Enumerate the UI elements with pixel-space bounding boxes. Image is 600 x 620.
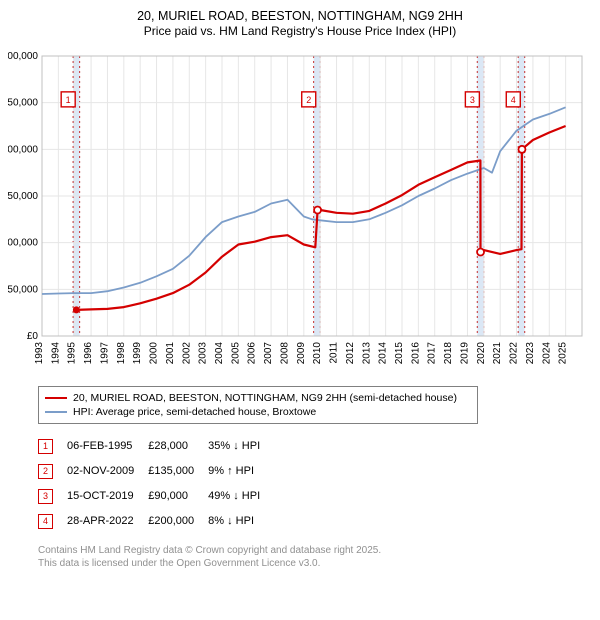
- svg-text:2013: 2013: [361, 341, 372, 364]
- svg-text:2021: 2021: [492, 341, 503, 364]
- sale-price: £90,000: [148, 484, 208, 509]
- svg-text:2017: 2017: [427, 341, 438, 364]
- svg-text:2003: 2003: [198, 341, 209, 364]
- svg-text:1996: 1996: [83, 341, 94, 364]
- credits-line1: Contains HM Land Registry data © Crown c…: [38, 544, 592, 558]
- svg-text:2008: 2008: [279, 341, 290, 364]
- svg-text:2025: 2025: [558, 341, 569, 364]
- svg-text:£100,000: £100,000: [8, 238, 38, 249]
- svg-text:2007: 2007: [263, 341, 274, 364]
- svg-text:2012: 2012: [345, 341, 356, 364]
- svg-text:1999: 1999: [132, 341, 143, 364]
- svg-text:1993: 1993: [34, 341, 45, 364]
- svg-text:2: 2: [306, 95, 311, 105]
- sale-row: 4 28-APR-2022£200,0008% ↓ HPI: [38, 509, 274, 534]
- svg-text:2014: 2014: [378, 341, 389, 364]
- sale-marker: 3: [38, 489, 53, 504]
- svg-text:£50,000: £50,000: [8, 284, 38, 295]
- svg-text:£300,000: £300,000: [8, 51, 38, 62]
- svg-text:2020: 2020: [476, 341, 487, 364]
- svg-text:4: 4: [511, 95, 516, 105]
- svg-text:2011: 2011: [329, 341, 340, 363]
- sale-marker: 1: [38, 439, 53, 454]
- svg-text:2018: 2018: [443, 341, 454, 364]
- svg-text:3: 3: [470, 95, 475, 105]
- legend: 20, MURIEL ROAD, BEESTON, NOTTINGHAM, NG…: [38, 386, 478, 424]
- sale-date: 15-OCT-2019: [67, 484, 148, 509]
- svg-text:1994: 1994: [50, 341, 61, 364]
- legend-swatch-price: [45, 397, 67, 399]
- svg-text:£0: £0: [27, 331, 39, 342]
- svg-text:2022: 2022: [509, 341, 520, 364]
- svg-text:1998: 1998: [116, 341, 127, 364]
- svg-text:2005: 2005: [230, 341, 241, 364]
- svg-text:2019: 2019: [459, 341, 470, 364]
- sale-delta: 35% ↓ HPI: [208, 434, 274, 459]
- legend-swatch-hpi: [45, 411, 67, 413]
- legend-item-hpi: HPI: Average price, semi-detached house,…: [45, 405, 471, 419]
- credits: Contains HM Land Registry data © Crown c…: [38, 544, 592, 571]
- sale-row: 2 02-NOV-2009£135,0009% ↑ HPI: [38, 459, 274, 484]
- sale-delta: 49% ↓ HPI: [208, 484, 274, 509]
- sale-marker: 4: [38, 514, 53, 529]
- sale-delta: 8% ↓ HPI: [208, 509, 274, 534]
- svg-text:2006: 2006: [247, 341, 258, 364]
- svg-text:£200,000: £200,000: [8, 144, 38, 155]
- svg-text:2016: 2016: [410, 341, 421, 364]
- sale-price: £28,000: [148, 434, 208, 459]
- svg-text:2024: 2024: [541, 341, 552, 364]
- legend-label-price: 20, MURIEL ROAD, BEESTON, NOTTINGHAM, NG…: [73, 392, 457, 404]
- sale-delta: 9% ↑ HPI: [208, 459, 274, 484]
- sale-date: 28-APR-2022: [67, 509, 148, 534]
- sale-date: 02-NOV-2009: [67, 459, 148, 484]
- sale-marker: 2: [38, 464, 53, 479]
- legend-item-price: 20, MURIEL ROAD, BEESTON, NOTTINGHAM, NG…: [45, 391, 471, 405]
- svg-text:£150,000: £150,000: [8, 191, 38, 202]
- sale-row: 3 15-OCT-2019£90,00049% ↓ HPI: [38, 484, 274, 509]
- title-line1: 20, MURIEL ROAD, BEESTON, NOTTINGHAM, NG…: [8, 8, 592, 24]
- svg-text:2023: 2023: [525, 341, 536, 364]
- svg-text:1997: 1997: [99, 341, 110, 364]
- price-chart: £0 £50,000 £100,000 £150,000 £200,000 £250,00…: [8, 48, 592, 378]
- chart-titles: 20, MURIEL ROAD, BEESTON, NOTTINGHAM, NG…: [8, 8, 592, 40]
- svg-text:2002: 2002: [181, 341, 192, 364]
- svg-text:1995: 1995: [67, 341, 78, 364]
- legend-label-hpi: HPI: Average price, semi-detached house,…: [73, 406, 316, 418]
- sale-row: 1 06-FEB-1995£28,00035% ↓ HPI: [38, 434, 274, 459]
- svg-text:2001: 2001: [165, 341, 176, 364]
- svg-text:2010: 2010: [312, 341, 323, 364]
- svg-text:£250,000: £250,000: [8, 98, 38, 109]
- svg-text:2009: 2009: [296, 341, 307, 364]
- credits-line2: This data is licensed under the Open Gov…: [38, 557, 592, 571]
- sale-price: £135,000: [148, 459, 208, 484]
- svg-text:2015: 2015: [394, 341, 405, 364]
- svg-text:2000: 2000: [149, 341, 160, 364]
- chart-container: 20, MURIEL ROAD, BEESTON, NOTTINGHAM, NG…: [8, 8, 592, 571]
- svg-text:1: 1: [66, 95, 71, 105]
- svg-text:2004: 2004: [214, 341, 225, 364]
- title-line2: Price paid vs. HM Land Registry's House …: [8, 24, 592, 40]
- sale-date: 06-FEB-1995: [67, 434, 148, 459]
- sales-table: 1 06-FEB-1995£28,00035% ↓ HPI 2 02-NOV-2009…: [38, 434, 274, 534]
- sale-price: £200,000: [148, 509, 208, 534]
